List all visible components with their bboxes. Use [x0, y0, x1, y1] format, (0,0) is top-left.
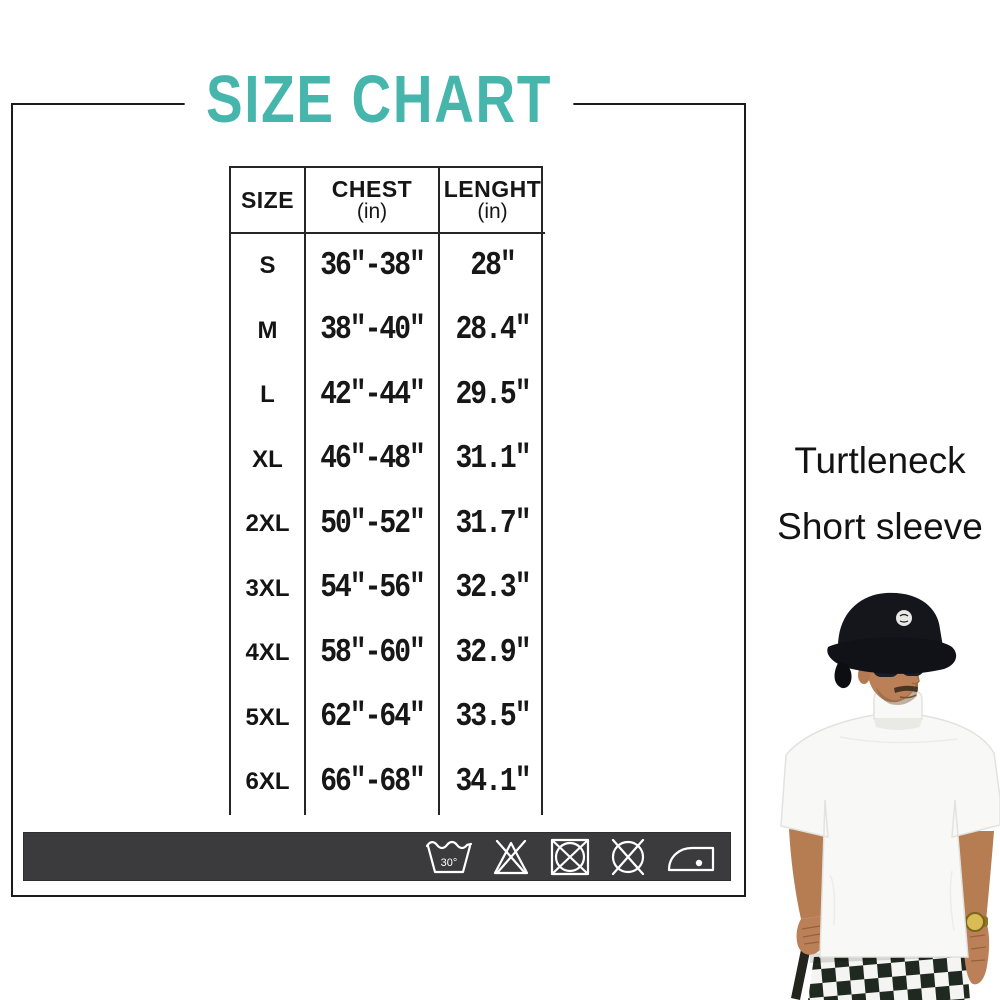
chest-value: 54"-56" [320, 570, 426, 608]
do-not-bleach-icon [493, 839, 529, 874]
size-cell: L [231, 363, 306, 428]
chest-cell: 36"-38" [306, 234, 440, 299]
bucket-hat [827, 592, 957, 689]
page-title: SIZE CHART [184, 60, 574, 140]
length-value: 34.1" [455, 763, 531, 801]
length-cell: 28" [440, 234, 545, 299]
size-cell: 3XL [231, 556, 306, 621]
svg-text:30°: 30° [441, 857, 458, 869]
white-turtleneck-tee [780, 702, 1000, 958]
mouth [899, 694, 917, 699]
chest-cell: 38"-40" [306, 298, 440, 363]
col-header-size-label: SIZE [240, 187, 295, 213]
length-cell: 33.5" [440, 686, 545, 751]
length-cell: 29.5" [440, 363, 545, 428]
col-header-chest-unit: (in) [356, 200, 388, 223]
size-cell: 2XL [231, 492, 306, 557]
col-header-size: SIZE [231, 168, 306, 234]
length-cell: 32.3" [440, 557, 545, 622]
size-value: 6XL [245, 768, 290, 796]
nose [911, 664, 920, 685]
stubble [876, 682, 917, 705]
length-cell: 34.1" [440, 750, 545, 815]
hat-logo [896, 610, 912, 626]
length-value: 31.1" [455, 441, 531, 479]
left-arm [789, 829, 827, 955]
note-turtleneck: Turtleneck [794, 440, 966, 481]
length-value: 28.4" [455, 312, 531, 350]
length-value: 33.5" [455, 699, 531, 737]
size-cell: XL [231, 427, 306, 492]
col-header-length-unit: (in) [477, 200, 508, 223]
chest-cell: 58"-60" [306, 621, 440, 686]
size-value: 2XL [245, 510, 290, 538]
size-value: 4XL [245, 639, 290, 667]
chest-value: 66"-68" [320, 763, 426, 801]
length-value: 28" [470, 247, 516, 285]
right-arm [955, 831, 994, 985]
length-value: 32.9" [455, 634, 531, 672]
do-not-dry-clean-icon [611, 838, 645, 875]
gold-watch [961, 912, 988, 932]
size-value: XL [252, 445, 283, 473]
length-value: 29.5" [455, 376, 531, 414]
chest-cell: 46"-48" [306, 427, 440, 492]
chest-value: 58"-60" [320, 634, 426, 672]
size-value: M [257, 316, 278, 344]
size-cell: 4XL [231, 621, 306, 686]
chest-value: 62"-64" [320, 699, 426, 737]
note-short-sleeve: Short sleeve [777, 506, 983, 547]
chest-cell: 50"-52" [306, 492, 440, 557]
col-header-length: LENGHT (in) [440, 168, 545, 234]
size-value: 3XL [245, 574, 290, 602]
size-value: S [259, 252, 276, 280]
size-cell: 5XL [231, 685, 306, 750]
chest-cell: 66"-68" [306, 750, 440, 815]
length-value: 32.3" [455, 570, 531, 608]
model-photo [780, 592, 1000, 1000]
chest-value: 46"-48" [320, 441, 426, 479]
mustache [894, 685, 918, 693]
chest-value: 38"-40" [320, 312, 426, 350]
length-value: 31.7" [455, 505, 531, 543]
iron-icon [667, 846, 715, 871]
chest-cell: 42"-44" [306, 363, 440, 428]
size-value: L [260, 381, 275, 409]
chest-value: 36"-38" [320, 247, 426, 285]
size-value: 5XL [245, 703, 290, 731]
product-notes: Turtleneck Short sleeve [760, 440, 1000, 572]
wash-30-icon: 30° [425, 840, 473, 873]
col-header-chest: CHEST (in) [306, 168, 440, 234]
care-instructions-bar: 30° [23, 832, 731, 881]
col-header-length-label: LENGHT [443, 176, 542, 202]
col-header-chest-label: CHEST [331, 176, 413, 202]
chest-value: 42"-44" [320, 376, 426, 414]
size-table: SIZE CHEST (in) LENGHT (in) S 36"-38" 28… [229, 166, 545, 815]
size-cell: S [231, 234, 306, 299]
do-not-tumble-dry-icon [550, 838, 590, 875]
length-cell: 28.4" [440, 299, 545, 364]
chest-value: 50"-52" [320, 505, 426, 543]
chest-cell: 62"-64" [306, 685, 440, 750]
length-cell: 31.1" [440, 428, 545, 493]
length-cell: 32.9" [440, 621, 545, 686]
length-cell: 31.7" [440, 492, 545, 557]
size-cell: M [231, 298, 306, 363]
chest-cell: 54"-56" [306, 556, 440, 621]
size-cell: 6XL [231, 750, 306, 815]
